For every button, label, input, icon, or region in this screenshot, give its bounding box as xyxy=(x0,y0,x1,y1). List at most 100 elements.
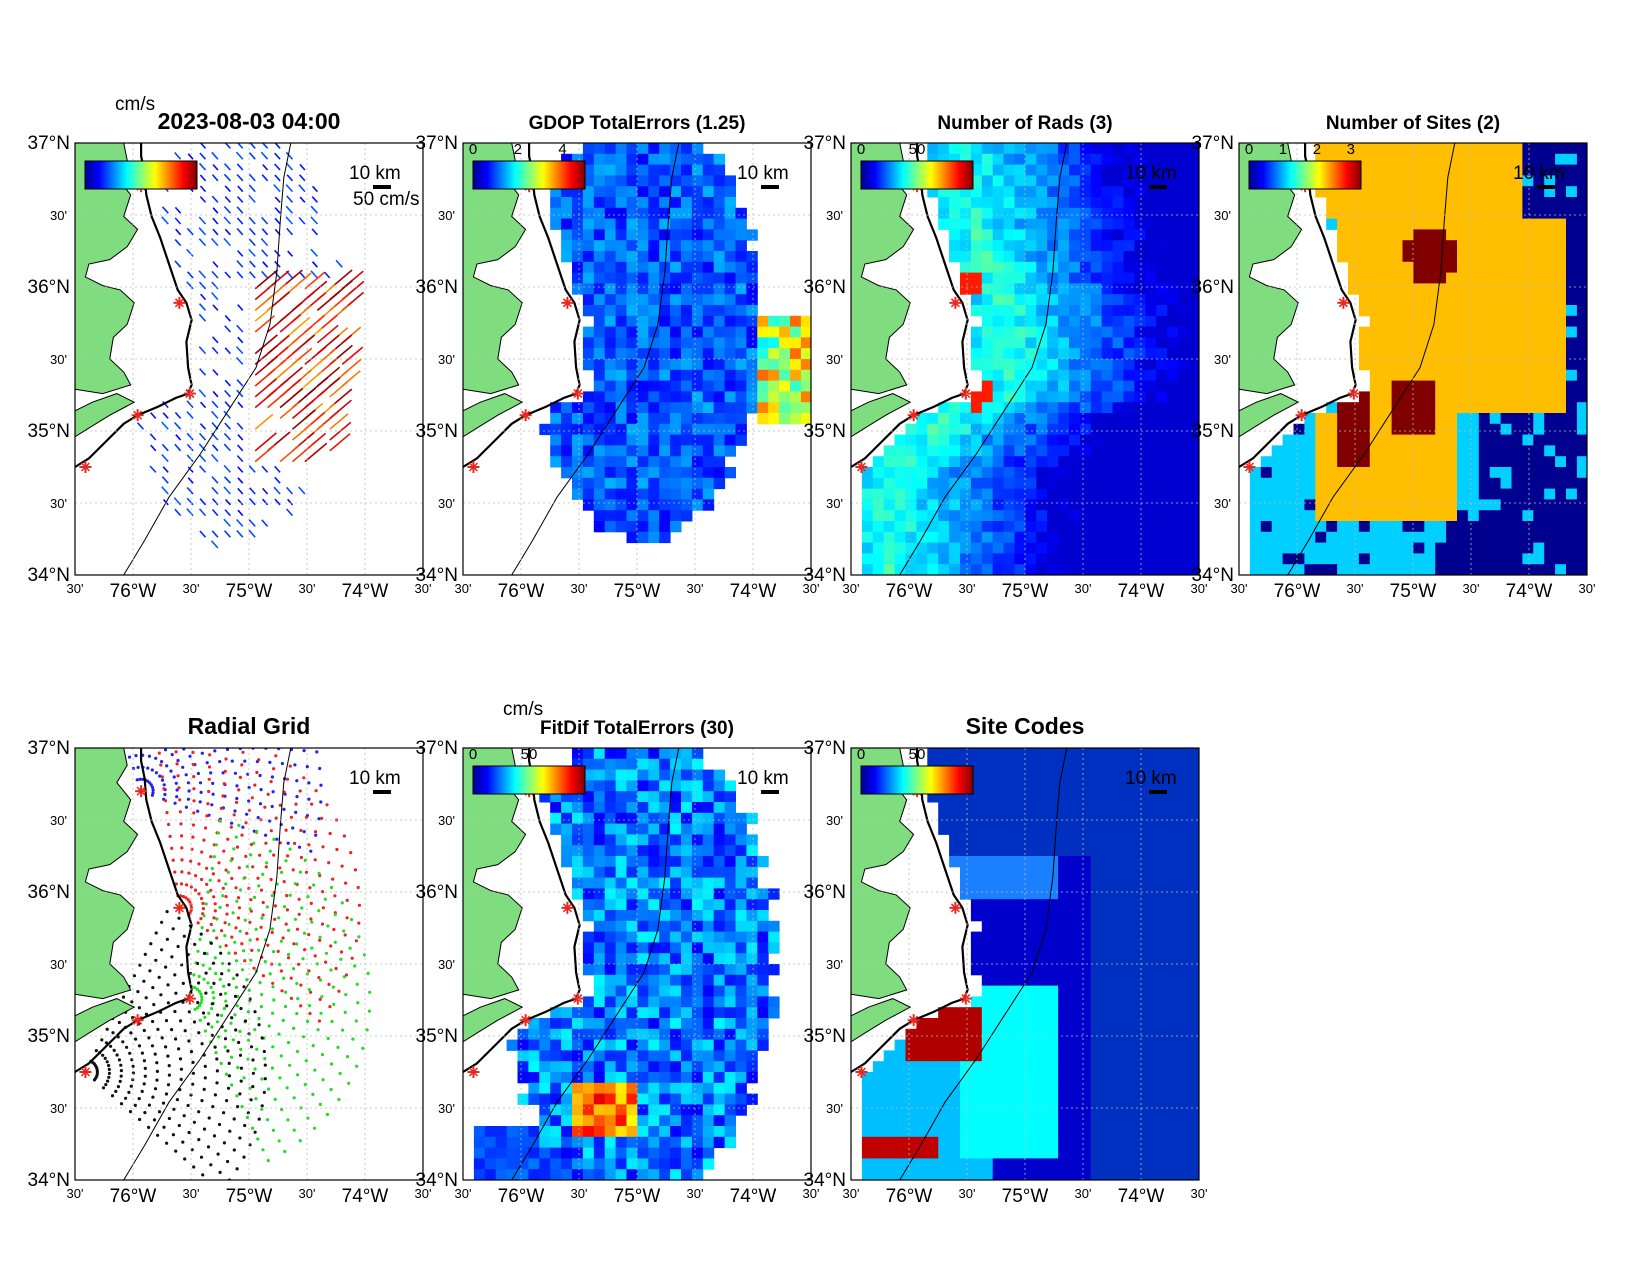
grid-cell xyxy=(670,769,682,781)
grid-point xyxy=(258,853,262,857)
grid-cell xyxy=(1358,402,1371,414)
scale-bar-label: 10 km xyxy=(349,163,401,184)
grid-cell xyxy=(981,272,994,284)
grid-cell xyxy=(1188,153,1199,166)
grid-point xyxy=(288,764,292,768)
grid-cell xyxy=(1112,423,1124,436)
grid-point xyxy=(166,1001,170,1005)
grid-cell xyxy=(702,910,715,922)
grid-cell xyxy=(691,175,704,187)
grid-point xyxy=(198,671,201,674)
grid-cell xyxy=(604,434,617,446)
grid-cell xyxy=(861,499,874,511)
grid-cell xyxy=(670,391,682,403)
grid-cell xyxy=(1079,369,1092,382)
grid-cell xyxy=(1413,564,1425,575)
grid-cell xyxy=(713,186,726,198)
grid-cell xyxy=(938,197,950,209)
grid-cell xyxy=(681,218,693,230)
grid-cell xyxy=(582,488,595,500)
grid-cell xyxy=(572,877,584,889)
grid-cell xyxy=(1555,272,1567,284)
grid-cell xyxy=(1112,456,1124,468)
grid-cell xyxy=(670,164,682,176)
current-vector xyxy=(199,196,207,203)
grid-cell xyxy=(800,380,811,392)
grid-cell xyxy=(970,261,983,274)
grid-cell xyxy=(992,175,1005,187)
current-vector xyxy=(262,487,269,495)
grid-cell xyxy=(1478,207,1491,220)
grid-point xyxy=(126,658,129,661)
grid-cell xyxy=(1188,488,1199,500)
grid-cell xyxy=(1123,413,1135,425)
grid-cell xyxy=(648,207,660,220)
grid-cell xyxy=(550,812,562,825)
grid-cell xyxy=(1424,434,1436,446)
grid-point xyxy=(160,1036,164,1040)
grid-point xyxy=(249,1098,253,1102)
grid-cell xyxy=(960,402,972,414)
grid-cell xyxy=(604,802,617,814)
grid-cell xyxy=(681,348,693,360)
grid-point xyxy=(246,1010,250,1014)
grid-cell xyxy=(713,996,726,1008)
grid-cell xyxy=(593,1082,606,1095)
grid-cell xyxy=(670,985,682,997)
grid-cell xyxy=(905,542,917,554)
grid-cell xyxy=(724,326,736,338)
grid-cell xyxy=(1079,261,1092,274)
grid-cell xyxy=(539,1082,551,1095)
grid-cell xyxy=(1003,337,1015,349)
grid-point xyxy=(233,771,237,775)
grid-point xyxy=(167,1116,171,1121)
grid-cell xyxy=(735,348,747,360)
grid-cell xyxy=(1123,564,1135,575)
grid-point xyxy=(306,895,310,899)
grid-point xyxy=(268,849,272,853)
grid-point xyxy=(105,687,108,690)
grid-cell xyxy=(1544,283,1556,295)
current-vector xyxy=(254,315,276,333)
grid-cell xyxy=(1413,521,1425,533)
grid-point xyxy=(361,1046,365,1050)
grid-cell xyxy=(1478,164,1491,176)
grid-cell xyxy=(648,326,660,338)
grid-cell xyxy=(1566,326,1578,338)
grid-cell xyxy=(1025,207,1037,220)
grid-cell xyxy=(593,283,606,295)
grid-cell xyxy=(1380,467,1393,479)
grid-cell xyxy=(1402,359,1414,371)
grid-cell xyxy=(539,1147,551,1159)
grid-cell xyxy=(960,553,972,565)
grid-cell xyxy=(1036,272,1048,284)
grid-cell xyxy=(949,240,961,252)
grid-cell xyxy=(916,499,928,511)
grid-point xyxy=(261,974,265,978)
grid-point xyxy=(179,1077,183,1081)
grid-cell xyxy=(1576,218,1587,230)
grid-cell xyxy=(883,467,896,479)
grid-point xyxy=(242,1155,246,1159)
longitude-minor-tick-label: 30' xyxy=(1075,581,1092,596)
grid-cell xyxy=(883,488,896,500)
grid-cell xyxy=(1511,521,1523,533)
grid-point xyxy=(298,789,302,793)
grid-cell xyxy=(1014,315,1026,328)
grid-cell xyxy=(593,337,606,349)
longitude-minor-tick-label: 30' xyxy=(1463,581,1480,596)
grid-point xyxy=(227,1061,231,1065)
grid-cell xyxy=(550,1050,562,1062)
grid-cell xyxy=(1134,467,1146,479)
grid-cell xyxy=(572,856,584,868)
latitude-tick-label: 34°N xyxy=(1192,565,1234,586)
grid-cell xyxy=(1424,240,1436,252)
grid-cell xyxy=(1358,434,1371,446)
grid-cell xyxy=(1413,283,1425,295)
grid-cell xyxy=(1566,456,1578,468)
grid-cell xyxy=(1380,477,1393,490)
grid-point xyxy=(128,1051,132,1055)
grid-cell xyxy=(615,283,627,295)
latitude-tick-label: 37°N xyxy=(28,133,70,154)
grid-point xyxy=(178,810,182,814)
